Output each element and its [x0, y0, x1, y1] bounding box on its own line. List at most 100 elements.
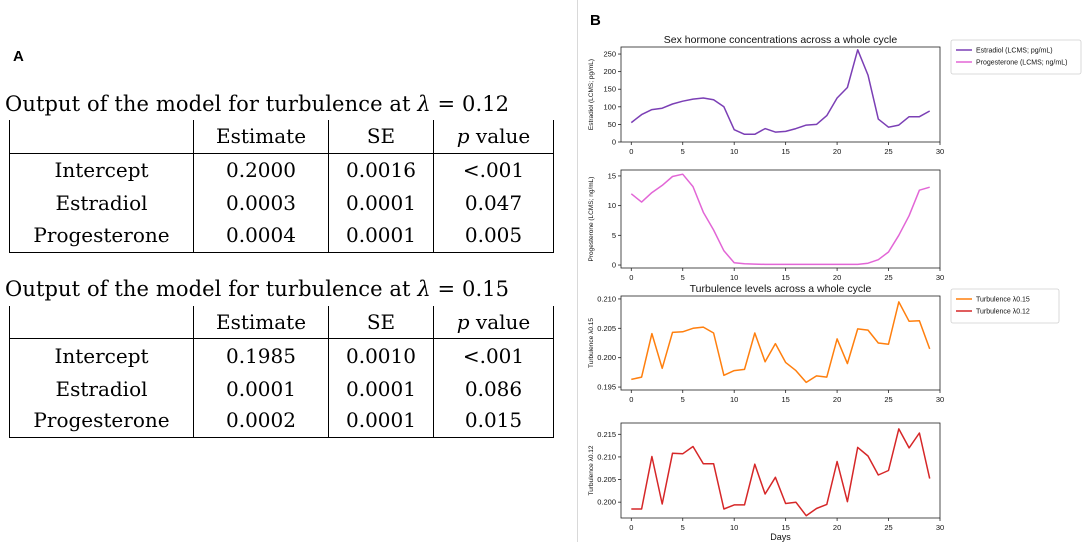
- x-tick-label: 10: [730, 395, 738, 404]
- table-row: Estradiol 0.0003 0.0001 0.047: [9, 187, 554, 218]
- x-tick-label: 15: [781, 395, 789, 404]
- x-tick-label: 5: [681, 273, 685, 282]
- y-tick-label: 50: [608, 120, 616, 129]
- y-axis-label: Turbulence λ0.15: [588, 318, 595, 368]
- x-tick-label: 20: [833, 273, 841, 282]
- x-tick-label: 10: [730, 273, 738, 282]
- table1-caption-text: Output of the model for turbulence at: [5, 92, 418, 116]
- header-se: SE: [328, 306, 434, 339]
- y-tick-label: 0.215: [597, 430, 616, 439]
- header-empty-cell: [9, 120, 194, 154]
- row-se: 0.0016: [328, 153, 434, 187]
- table2-lambda-value: = 0.15: [430, 277, 510, 301]
- chart-title: Sex hormone concentrations across a whol…: [664, 34, 898, 46]
- y-tick-label: 150: [603, 85, 616, 94]
- y-tick-label: 15: [608, 171, 616, 180]
- y-axis-label: Estradiol (LCMS; pg/mL): [588, 59, 595, 130]
- y-tick-label: 10: [608, 201, 616, 210]
- row-p: <.001: [433, 153, 554, 187]
- x-tick-label: 25: [884, 523, 892, 532]
- x-tick-label: 15: [781, 273, 789, 282]
- row-name: Progesterone: [9, 218, 194, 253]
- x-tick-label: 10: [730, 147, 738, 156]
- x-tick-label: 15: [781, 147, 789, 156]
- table-row: Progesterone 0.0002 0.0001 0.015: [9, 404, 554, 438]
- plot-frame: [620, 422, 941, 519]
- plot-frame: [620, 295, 941, 391]
- row-se: 0.0001: [328, 404, 434, 438]
- table-row: Intercept 0.1985 0.0010 <.001: [9, 338, 554, 373]
- y-tick-label: 0.210: [597, 452, 616, 461]
- row-p: <.001: [433, 338, 554, 373]
- x-tick-label: 20: [833, 523, 841, 532]
- table1-lambda-value: = 0.12: [430, 92, 510, 116]
- row-se: 0.0001: [328, 373, 434, 404]
- legend-entry: Estradiol (LCMS; pg/mL): [976, 48, 1053, 55]
- x-axis-label: Days: [770, 532, 791, 542]
- row-estimate: 0.0001: [193, 373, 329, 404]
- row-se: 0.0001: [328, 187, 434, 218]
- header-value-word: value: [475, 124, 531, 149]
- x-tick-label: 25: [884, 147, 892, 156]
- row-se: 0.0010: [328, 338, 434, 373]
- legend-entry: Progesterone (LCMS; ng/mL): [976, 60, 1067, 67]
- x-tick-label: 10: [730, 523, 738, 532]
- row-estimate: 0.0003: [193, 187, 329, 218]
- header-p-value: p value: [433, 120, 554, 154]
- x-tick-label: 0: [629, 273, 633, 282]
- header-empty-cell: [9, 306, 194, 339]
- series-line: [630, 49, 931, 136]
- model-table-lambda-012: Estimate SE p value Intercept 0.2000 0.0…: [9, 120, 554, 253]
- x-tick-label: 25: [884, 395, 892, 404]
- y-tick-label: 0: [612, 138, 616, 147]
- table-row: Intercept 0.2000 0.0016 <.001: [9, 153, 554, 187]
- row-estimate: 0.2000: [193, 153, 329, 187]
- row-se: 0.0001: [328, 218, 434, 253]
- y-tick-label: 0.200: [597, 498, 616, 507]
- legend-box: [950, 39, 1082, 75]
- y-tick-label: 5: [612, 231, 616, 240]
- y-tick-label: 0: [612, 261, 616, 270]
- row-estimate: 0.0002: [193, 404, 329, 438]
- x-tick-label: 25: [884, 273, 892, 282]
- row-name: Intercept: [9, 338, 194, 373]
- x-tick-label: 0: [629, 523, 633, 532]
- x-tick-label: 20: [833, 395, 841, 404]
- series-line: [631, 301, 931, 384]
- row-name: Intercept: [9, 153, 194, 187]
- panel-divider: [577, 0, 578, 542]
- row-p: 0.005: [433, 218, 554, 253]
- table1-lambda-symbol: λ: [417, 92, 431, 116]
- plot-frame: [620, 46, 941, 143]
- table-row: Estradiol 0.0001 0.0001 0.086: [9, 373, 554, 404]
- x-tick-label: 30: [936, 273, 944, 282]
- plot-frame: [620, 169, 941, 269]
- series-line: [631, 428, 931, 517]
- row-name: Progesterone: [9, 404, 194, 438]
- x-tick-label: 30: [936, 395, 944, 404]
- row-estimate: 0.0004: [193, 218, 329, 253]
- y-tick-label: 0.200: [597, 353, 616, 362]
- header-se: SE: [328, 120, 434, 154]
- legend-box: [950, 288, 1060, 324]
- series-line: [630, 173, 930, 266]
- x-tick-label: 15: [781, 523, 789, 532]
- table-header-row: Estimate SE p value: [9, 306, 554, 339]
- table2-caption: Output of the model for turbulence at λ …: [5, 277, 509, 301]
- x-tick-label: 5: [681, 147, 685, 156]
- panel-b-label: B: [590, 12, 601, 29]
- x-tick-label: 30: [936, 147, 944, 156]
- row-estimate: 0.1985: [193, 338, 329, 373]
- panel-a-label: A: [13, 48, 24, 65]
- x-tick-label: 0: [629, 395, 633, 404]
- y-tick-label: 0.210: [597, 294, 616, 303]
- table-header-row: Estimate SE p value: [9, 120, 554, 154]
- table-row: Progesterone 0.0004 0.0001 0.005: [9, 218, 554, 253]
- y-tick-label: 0.205: [597, 475, 616, 484]
- y-tick-label: 100: [603, 102, 616, 111]
- y-tick-label: 0.205: [597, 324, 616, 333]
- header-p-letter: p: [456, 124, 470, 149]
- row-name: Estradiol: [9, 373, 194, 404]
- y-tick-label: 0.195: [597, 383, 616, 392]
